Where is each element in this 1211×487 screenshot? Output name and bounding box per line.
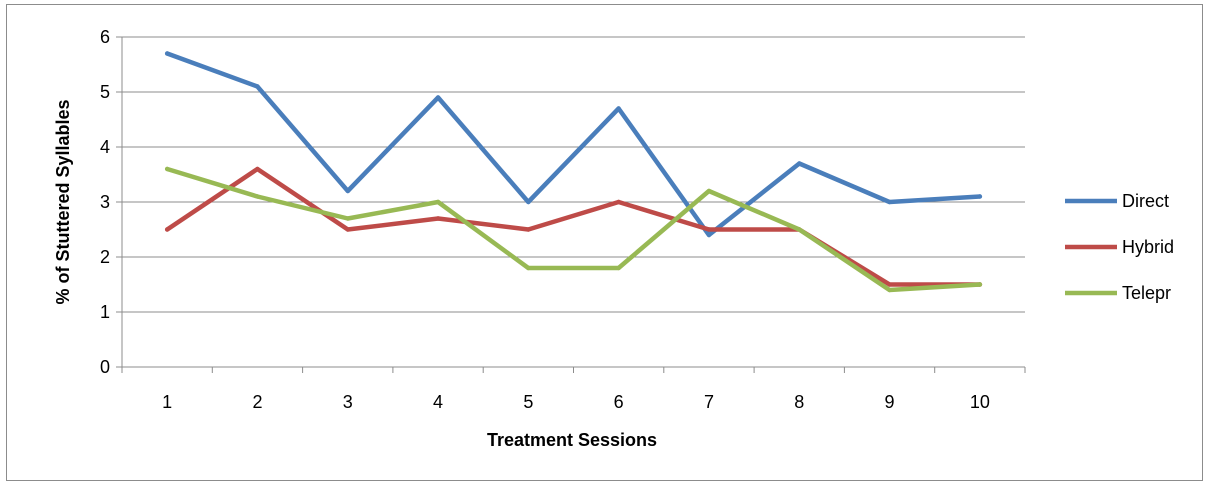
data-point-direct [616, 106, 621, 111]
data-point-hybrid [706, 227, 712, 232]
data-point-telepr [887, 287, 892, 293]
data-point-hybrid [164, 227, 170, 232]
data-point-telepr [616, 265, 621, 271]
data-point-direct [526, 199, 531, 205]
legend-label-hybrid: Hybrid [1122, 237, 1174, 257]
x-axis-title: Treatment Sessions [487, 430, 657, 450]
series-line-hybrid [164, 166, 983, 287]
x-tick-label: 2 [252, 392, 262, 412]
axes [116, 36, 1026, 373]
data-point-hybrid [526, 227, 531, 232]
data-point-telepr [706, 188, 712, 194]
data-point-telepr [345, 216, 350, 221]
data-point-telepr [435, 199, 441, 205]
x-tick-label: 3 [343, 392, 353, 412]
series-lines [164, 51, 983, 293]
data-point-direct [706, 232, 712, 238]
x-tick-label: 8 [794, 392, 804, 412]
gridlines [122, 36, 1025, 313]
y-tick-label: 4 [100, 137, 110, 157]
legend: Direct Hybrid Telepr [1065, 191, 1174, 303]
x-tick-label: 6 [614, 392, 624, 412]
x-tick-label: 4 [433, 392, 443, 412]
y-tick-label: 5 [100, 82, 110, 102]
legend-label-telepr: Telepr [1122, 283, 1171, 303]
y-tick-label: 6 [100, 27, 110, 47]
data-point-hybrid [616, 199, 621, 205]
series-line-telepr [164, 166, 983, 293]
x-tick-label: 9 [885, 392, 895, 412]
data-point-telepr [164, 166, 170, 172]
y-tick-label: 1 [100, 302, 110, 322]
data-point-telepr [526, 265, 531, 271]
chart-frame [6, 4, 1203, 481]
data-point-hybrid [887, 282, 892, 287]
data-point-direct [887, 199, 892, 205]
series-line-direct [164, 51, 983, 238]
data-point-hybrid [435, 216, 441, 221]
x-tick-label: 1 [162, 392, 172, 412]
data-point-direct [345, 188, 350, 194]
y-tick-label: 0 [100, 357, 110, 377]
data-point-direct [797, 161, 802, 166]
data-point-direct [255, 84, 260, 89]
data-point-telepr [797, 227, 802, 232]
data-point-direct [164, 51, 170, 56]
y-axis-title: % of Stuttered Syllables [53, 99, 73, 304]
data-point-telepr [255, 194, 260, 199]
tick-labels: 0 1 2 3 4 5 6 1 2 3 4 5 6 7 8 9 10 [100, 27, 990, 412]
x-tick-label: 10 [970, 392, 990, 412]
data-point-telepr [977, 282, 983, 287]
x-tick-label: 7 [704, 392, 714, 412]
x-tick-label: 5 [523, 392, 533, 412]
data-point-hybrid [345, 227, 350, 232]
y-tick-label: 2 [100, 247, 110, 267]
data-point-direct [435, 95, 441, 100]
data-point-direct [977, 194, 983, 199]
y-tick-label: 3 [100, 192, 110, 212]
data-point-hybrid [255, 166, 260, 172]
legend-label-direct: Direct [1122, 191, 1169, 211]
